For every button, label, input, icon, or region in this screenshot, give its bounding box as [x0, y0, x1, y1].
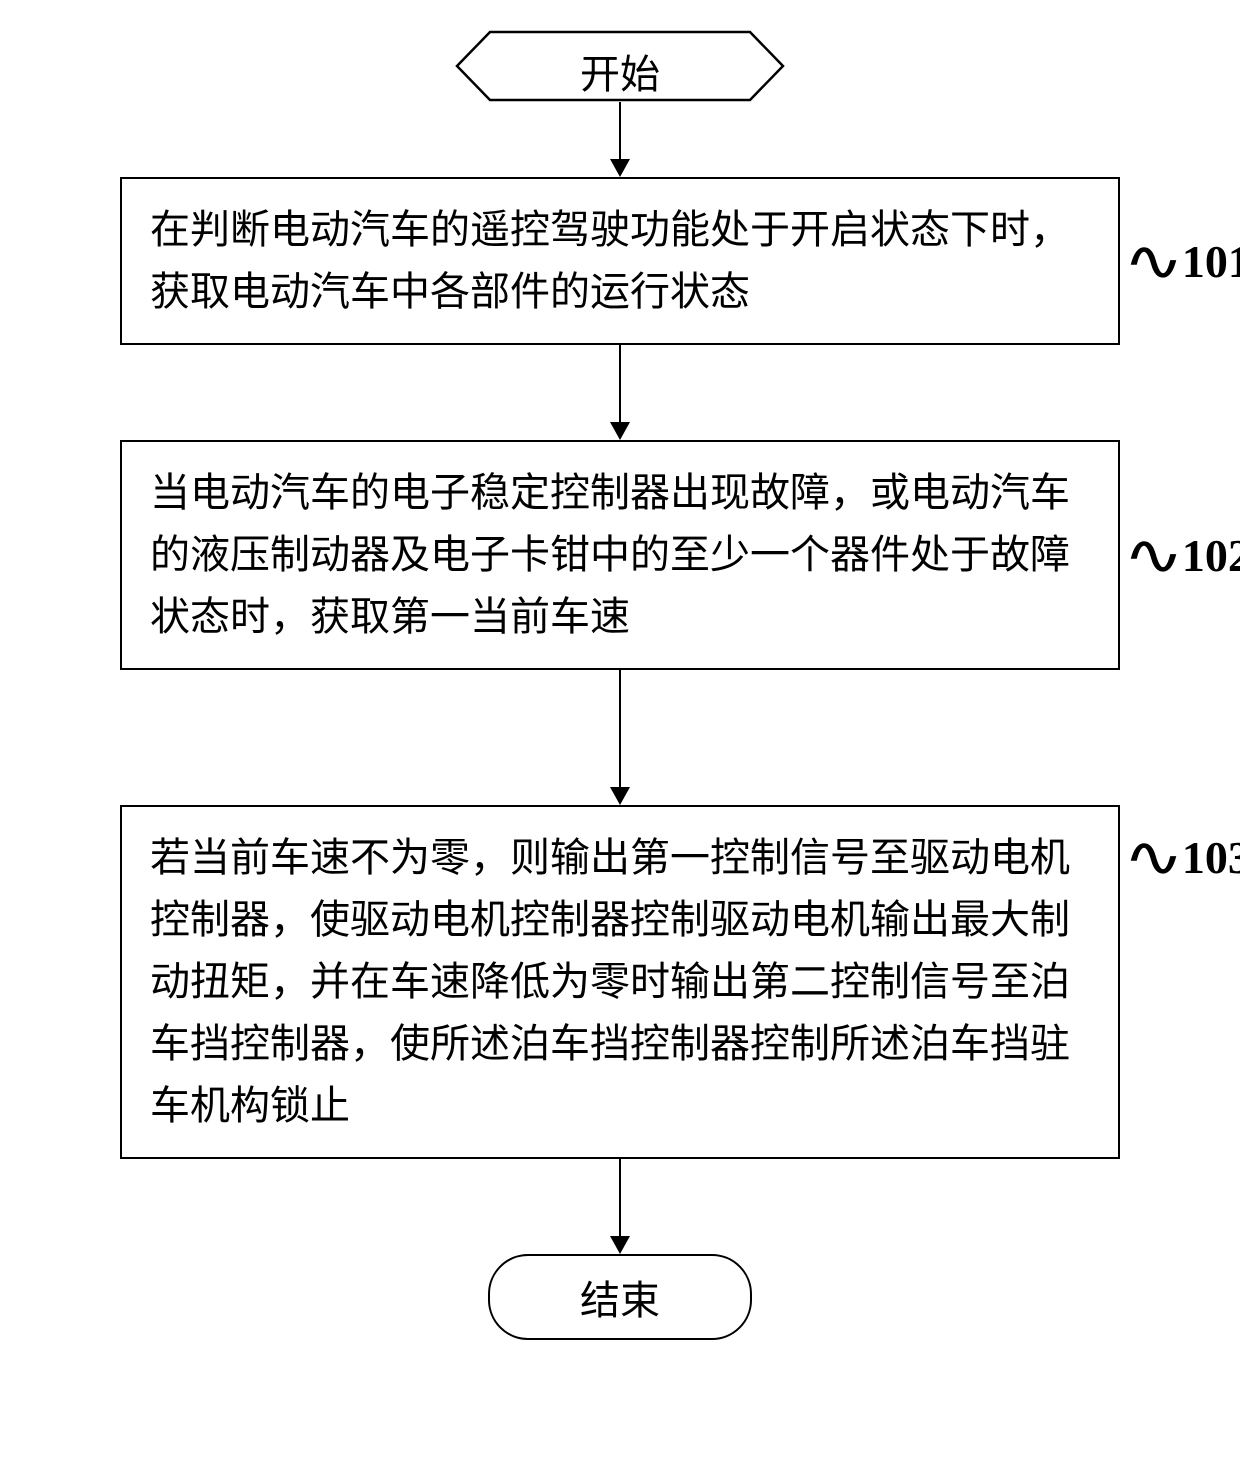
flowchart-container: 开始 在判断电动汽车的遥控驾驶功能处于开启状态下时，获取电动汽车中各部件的运行状… [30, 30, 1210, 1340]
start-terminator: 开始 [455, 30, 785, 102]
connector-tilde-icon: ∿ [1123, 825, 1184, 890]
arrow-head [610, 422, 630, 440]
arrow-head [610, 1236, 630, 1254]
step-number-101: 101 [1182, 235, 1240, 288]
end-terminator: 结束 [488, 1254, 752, 1340]
connector-tilde-icon: ∿ [1123, 523, 1184, 588]
arrow-3 [610, 670, 630, 805]
arrow-line [619, 345, 621, 422]
end-text: 结束 [580, 1278, 660, 1323]
label-103: ∿ 103 [1130, 825, 1240, 890]
step-number-103: 103 [1182, 831, 1240, 884]
process-102: 当电动汽车的电子稳定控制器出现故障，或电动汽车的液压制动器及电子卡钳中的至少一个… [120, 440, 1120, 670]
connector-tilde-icon: ∿ [1123, 229, 1184, 294]
row-103: 若当前车速不为零，则输出第一控制信号至驱动电机控制器，使驱动电机控制器控制驱动电… [30, 805, 1210, 1159]
row-101: 在判断电动汽车的遥控驾驶功能处于开启状态下时，获取电动汽车中各部件的运行状态 ∿… [30, 177, 1210, 345]
row-102: 当电动汽车的电子稳定控制器出现故障，或电动汽车的液压制动器及电子卡钳中的至少一个… [30, 440, 1210, 670]
arrow-line [619, 670, 621, 787]
arrow-head [610, 159, 630, 177]
arrow-2 [610, 345, 630, 440]
label-101: ∿ 101 [1130, 229, 1240, 294]
arrow-line [619, 1159, 621, 1236]
step-number-102: 102 [1182, 529, 1240, 582]
arrow-head [610, 787, 630, 805]
process-101: 在判断电动汽车的遥控驾驶功能处于开启状态下时，获取电动汽车中各部件的运行状态 [120, 177, 1120, 345]
arrow-4 [610, 1159, 630, 1254]
arrow-1 [610, 102, 630, 177]
process-103: 若当前车速不为零，则输出第一控制信号至驱动电机控制器，使驱动电机控制器控制驱动电… [120, 805, 1120, 1159]
start-text: 开始 [455, 30, 785, 112]
label-102: ∿ 102 [1130, 523, 1240, 588]
